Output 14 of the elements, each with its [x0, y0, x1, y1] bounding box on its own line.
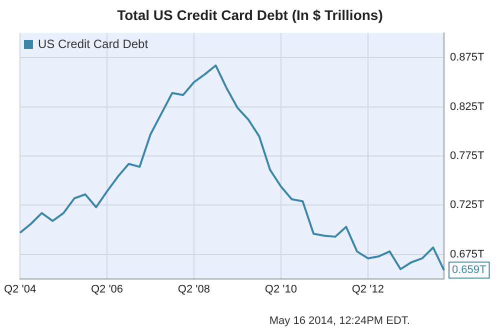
x-tick-label: Q2 '10: [264, 284, 297, 296]
chart-title: Total US Credit Card Debt (In $ Trillions): [116, 7, 384, 23]
legend-label: US Credit Card Debt: [38, 37, 148, 51]
x-tick-label: Q2 '04: [4, 284, 36, 296]
text: May 16 2014, 12:24PM EDT.: [269, 315, 410, 327]
y-tick-label: 0.675T: [450, 248, 485, 260]
x-tick-label: Q2 '08: [178, 284, 210, 296]
y-tick-label: 0.825T: [450, 100, 485, 113]
y-tick-label: 0.725T: [450, 199, 485, 212]
y-tick-label: 0.775T: [450, 150, 485, 162]
data-label: 0.659T: [452, 264, 487, 276]
x-tick-label: Q2 '06: [90, 284, 124, 296]
y-tick-label: 0.875T: [450, 52, 485, 64]
x-tick-label: Q2 '12: [352, 284, 384, 296]
